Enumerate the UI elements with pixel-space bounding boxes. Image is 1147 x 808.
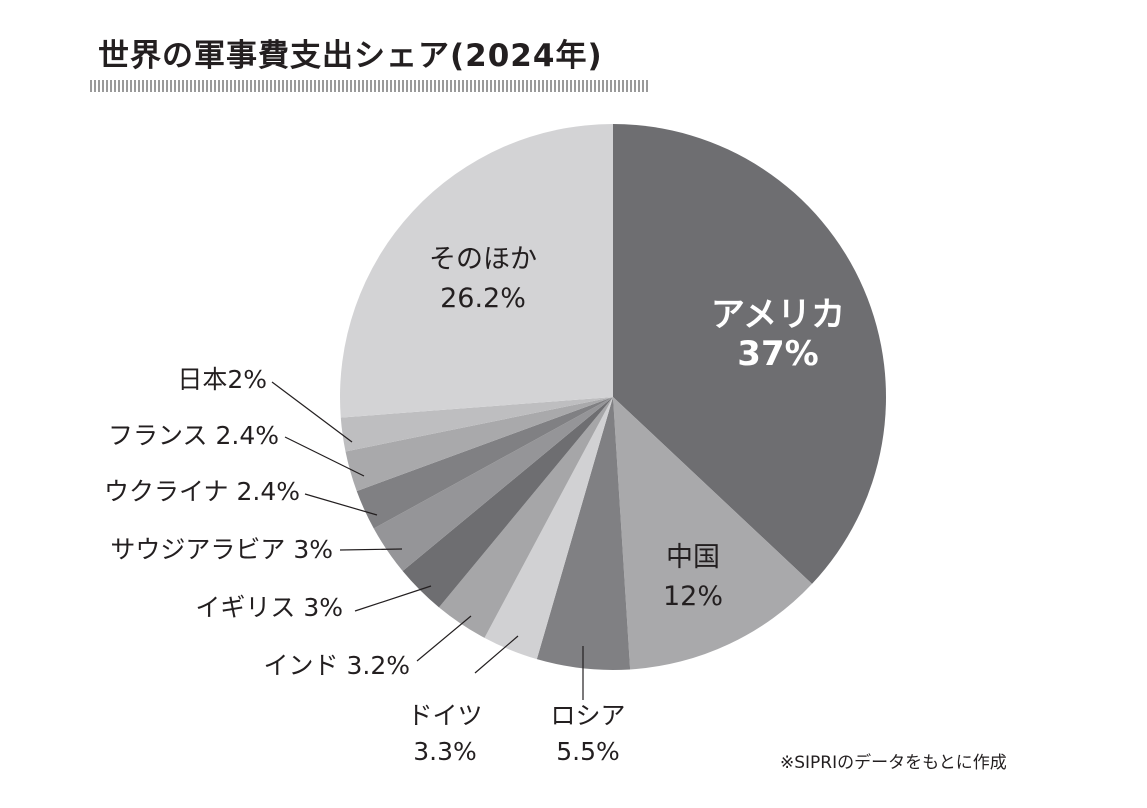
pie-slice-2 (536, 397, 631, 670)
label-value: 3% (293, 535, 333, 564)
pie-slice-9 (340, 397, 613, 452)
pie-slice-4 (438, 397, 613, 638)
label-japan: 日本2% (177, 362, 267, 398)
pie-slice-5 (402, 397, 613, 608)
chart-title: 世界の軍事費支出シェア(2024年) (98, 38, 603, 74)
label-value: 37% (737, 334, 819, 375)
label-others: そのほか 26.2% (429, 240, 537, 318)
pie-slice-8 (345, 397, 613, 492)
leader-line-0 (271, 381, 353, 443)
label-name: 日本 (177, 365, 228, 394)
label-ukraine: ウクライナ 2.4% (104, 474, 300, 510)
label-value: 3.2% (346, 651, 410, 680)
pie-slice-3 (484, 397, 613, 660)
label-name: ドイツ (407, 701, 483, 730)
pie-slice-7 (356, 397, 613, 529)
label-china: 中国 12% (663, 538, 723, 616)
label-france: フランス 2.4% (108, 418, 279, 454)
label-america: アメリカ 37% (710, 295, 846, 375)
leader-line-5 (416, 615, 472, 662)
pie-slice-6 (373, 397, 613, 572)
label-saudi-arabia: サウジアラビア 3% (110, 532, 333, 568)
label-name: サウジアラビア (110, 535, 286, 564)
label-value: 2.4% (236, 477, 300, 506)
label-name: フランス (108, 421, 208, 450)
label-name: イギリス (195, 593, 296, 622)
label-value: 26.2% (440, 283, 526, 315)
label-uk: イギリス 3% (195, 590, 343, 626)
label-name: そのほか (429, 244, 537, 275)
label-value: 2% (227, 365, 267, 394)
label-name: 中国 (665, 542, 720, 573)
label-india: インド 3.2% (264, 648, 410, 684)
pie-slice-0 (613, 124, 886, 584)
title-underline (90, 80, 650, 92)
label-name: インド (263, 651, 339, 680)
pie-slice-10 (340, 124, 613, 418)
label-value: 12% (662, 581, 724, 613)
label-value: 2.4% (215, 421, 279, 450)
label-value: 3.3% (413, 737, 477, 767)
label-russia: ロシア 5.5% (550, 698, 625, 771)
leader-line-3 (339, 548, 403, 551)
leader-line-1 (284, 436, 365, 477)
leader-line-2 (304, 493, 378, 516)
pie-slice-1 (613, 397, 813, 670)
leader-line-6 (474, 635, 519, 674)
label-value: 5.5% (556, 737, 620, 767)
leader-line-4 (354, 585, 432, 612)
label-name: ウクライナ (104, 477, 229, 506)
label-name: アメリカ (710, 295, 846, 335)
label-germany: ドイツ 3.3% (407, 698, 482, 771)
label-name: ロシア (550, 701, 626, 730)
label-value: 3% (303, 593, 343, 622)
source-note: ※SIPRIのデータをもとに作成 (780, 753, 1007, 773)
